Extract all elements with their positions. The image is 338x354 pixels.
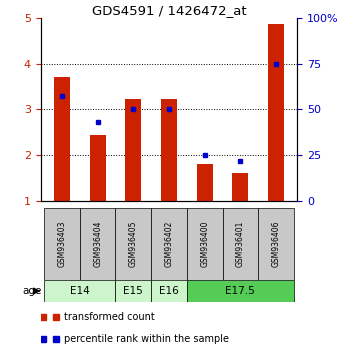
Text: GSM936401: GSM936401 [236, 221, 245, 267]
Bar [116, 280, 151, 302]
Text: E15: E15 [123, 286, 143, 296]
Text: GSM936402: GSM936402 [165, 221, 173, 267]
Text: GSM936400: GSM936400 [200, 221, 209, 267]
Bar [232, 173, 248, 201]
Text: GSM936406: GSM936406 [271, 221, 281, 267]
Bar [187, 208, 222, 280]
Bar [222, 208, 258, 280]
Bar [44, 280, 116, 302]
Text: E14: E14 [70, 286, 90, 296]
Bar [54, 77, 70, 201]
Text: age: age [22, 286, 41, 296]
Text: GSM936404: GSM936404 [93, 221, 102, 267]
Bar [161, 99, 177, 201]
Bar [116, 208, 151, 280]
Bar [187, 280, 294, 302]
Text: percentile rank within the sample: percentile rank within the sample [64, 334, 229, 344]
Title: GDS4591 / 1426472_at: GDS4591 / 1426472_at [92, 4, 246, 17]
Text: transformed count: transformed count [64, 312, 154, 322]
Bar [151, 280, 187, 302]
Bar [80, 208, 116, 280]
Bar [258, 208, 294, 280]
Text: E16: E16 [159, 286, 179, 296]
Bar [90, 135, 106, 201]
Bar [151, 208, 187, 280]
Bar [197, 164, 213, 201]
Text: E17.5: E17.5 [225, 286, 255, 296]
Bar [44, 208, 80, 280]
Text: GSM936403: GSM936403 [57, 221, 67, 267]
Text: GSM936405: GSM936405 [129, 221, 138, 267]
Bar [268, 24, 284, 201]
Bar [125, 99, 141, 201]
